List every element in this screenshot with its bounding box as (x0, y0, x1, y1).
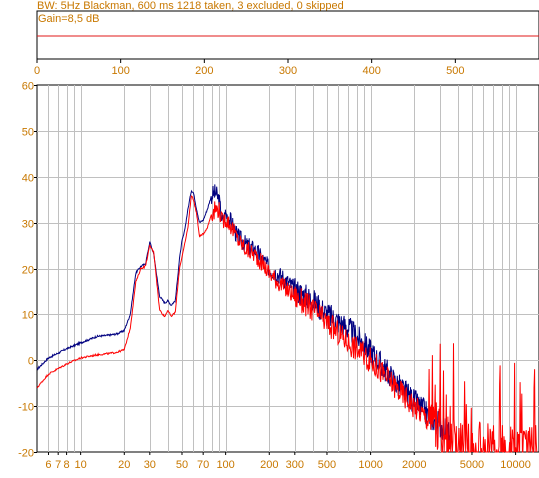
gain-x-tick-label: 300 (279, 65, 297, 77)
x-tick-label: 20 (118, 459, 130, 471)
x-tick-label: 70 (197, 459, 209, 471)
series-layer (36, 184, 538, 453)
gain-panel: Gain=8,5 dB 0 100 200 300 400 500 (34, 10, 539, 77)
plot-frame (36, 84, 539, 453)
y-axis: 60 50 40 30 20 10 0 -10 -20 (18, 81, 37, 460)
x-tick-label: 200 (260, 459, 278, 471)
y-tick-label: 30 (22, 219, 34, 231)
y-tick-label: 10 (22, 310, 34, 322)
x-tick-label: 5000 (460, 459, 484, 471)
x-tick-label: 10 (75, 459, 87, 471)
x-tick-label: 1000 (358, 459, 382, 471)
status-text: BW: 5Hz Blackman, 600 ms 1218 taken, 3 e… (37, 0, 344, 12)
gain-label: Gain=8,5 dB (38, 13, 99, 25)
gain-x-tick-label: 100 (111, 65, 129, 77)
x-tick-label: 6 (45, 459, 51, 471)
gain-x-tick-label: 500 (446, 65, 464, 77)
gain-x-tick-label: 200 (195, 65, 213, 77)
gain-x-tick-label: 400 (362, 65, 380, 77)
x-tick-label: 7 (55, 459, 61, 471)
y-tick-label: 20 (22, 265, 34, 277)
x-tick-label: 8 (64, 459, 70, 471)
gain-x-axis: 0 100 200 300 400 500 (34, 59, 465, 77)
y-tick-label: 60 (22, 81, 34, 93)
x-tick-label: 30 (144, 459, 156, 471)
x-tick-label: 100 (216, 459, 234, 471)
y-tick-label: 0 (28, 356, 34, 368)
x-tick-label: 2000 (402, 459, 426, 471)
y-tick-label: -10 (18, 402, 34, 414)
y-tick-label: 40 (22, 173, 34, 185)
y-grid (37, 131, 539, 407)
x-tick-label: 50 (176, 459, 188, 471)
gain-x-tick-label: 0 (34, 65, 40, 77)
x-tick-label: 300 (286, 459, 304, 471)
gain-panel-frame (36, 10, 539, 60)
x-tick-label: 10000 (500, 459, 531, 471)
series-line-red (36, 195, 538, 453)
x-axis: 6 7 8 10 20 30 50 70 100 200 300 500 1000 2000 5000 100… (45, 452, 531, 471)
y-tick-label: -20 (18, 448, 34, 460)
x-tick-label: 500 (318, 459, 336, 471)
x-grid (48, 85, 517, 452)
y-tick-label: 50 (22, 127, 34, 139)
